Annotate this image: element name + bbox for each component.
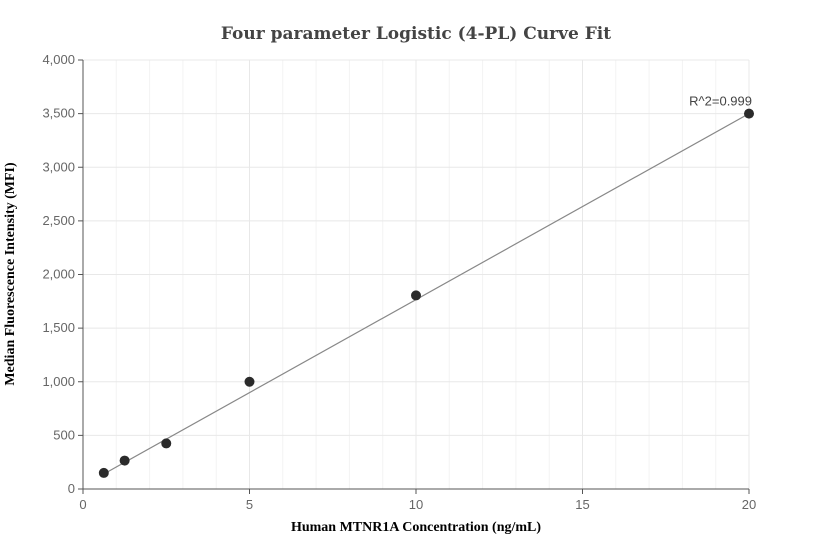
tick-labels: 0 500 1,000 1,500 2,000 2,500 3,000 3,500 4,000 0… [42,52,756,512]
grid [83,59,750,489]
y-tick-label: 1,000 [42,374,75,389]
y-tick-label: 2,000 [42,267,75,282]
data-point [744,108,754,119]
y-tick-label: 1,500 [42,320,75,335]
plot-area: R^2=0.999 [98,94,754,478]
data-point [161,438,172,449]
fit-line [103,113,750,475]
x-axis-title: Human MTNR1A Concentration (ng/mL) [291,520,541,535]
data-point [98,467,109,478]
y-tick-label: 2,500 [42,213,75,228]
data-point [119,455,130,466]
r-squared-annotation: R^2=0.999 [689,94,752,109]
y-tick-label: 4,000 [42,52,75,67]
x-tick-label: 5 [246,497,253,512]
chart-title: Four parameter Logistic (4-PL) Curve Fit [221,24,611,44]
y-tick-label: 3,500 [42,106,75,121]
y-tick-label: 500 [53,427,75,442]
x-tick-label: 20 [742,497,756,512]
x-tick-label: 15 [575,497,589,512]
axes [78,59,750,494]
x-tick-label: 10 [409,497,423,512]
data-point [244,376,255,387]
y-tick-label: 0 [68,481,75,496]
x-tick-label: 0 [79,497,86,512]
data-point [411,290,421,301]
y-tick-label: 3,000 [42,159,75,174]
y-axis-title: Median Fluorescence Intensity (MFI) [3,162,18,386]
